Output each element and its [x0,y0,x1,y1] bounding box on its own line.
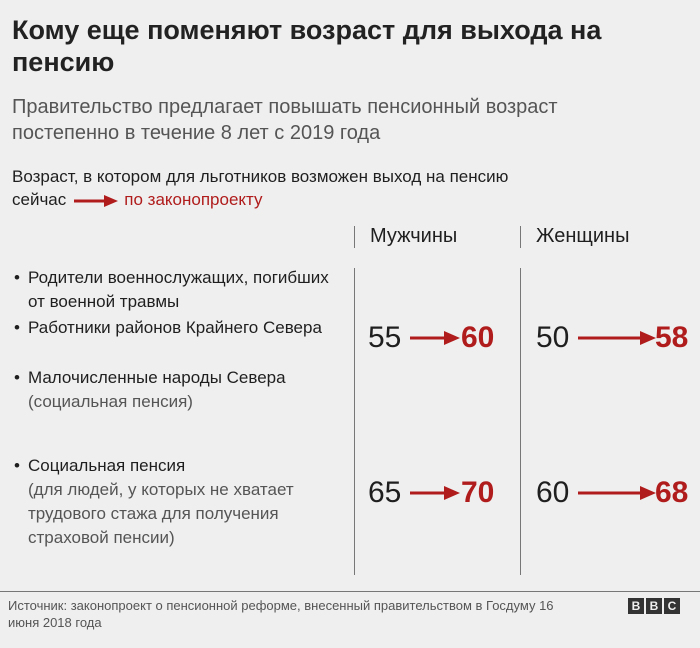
column-divider-women-header [520,226,521,248]
page-title: Кому еще поменяют возраст для выхода на … [12,15,602,77]
source-note: Источник: законопроект о пенсионной рефо… [8,598,554,630]
logo-letter: B [646,598,662,614]
legend-arrow-icon [74,194,119,207]
current-age-value: 55 [368,321,402,354]
list-item: • Родители военнослужащих, погибших от в… [14,266,344,314]
arrow-right-icon [578,331,656,345]
value-pair-women-group1: 50 58 [536,318,696,358]
arrow-right-icon [410,331,460,345]
value-pair-men-group2: 65 70 [368,473,508,513]
bullet-icon: • [14,368,20,387]
proposed-age-value: 70 [461,476,495,509]
current-age-value: 60 [536,476,570,509]
bullet-icon: • [14,456,20,475]
proposed-age-value: 60 [461,321,495,354]
list-item-title: Социальная пенсия [28,456,186,475]
proposed-age-value: 68 [655,476,689,509]
arrow-right-icon [578,486,656,500]
list-item: • Малочисленные народы Севера (социальна… [14,366,354,414]
value-pair-men-group1: 55 60 [368,318,508,358]
current-age-value: 65 [368,476,402,509]
list-item-note: (социальная пенсия) [28,392,193,411]
logo-letter: C [664,598,680,614]
list-item-title: Родители военнослужащих, погибших от вое… [28,268,329,311]
column-divider-women [520,268,521,575]
column-header-men: Мужчины [370,225,458,247]
list-item-title: Малочисленные народы Севера [28,368,286,387]
logo-letter: B [628,598,644,614]
legend-description: Возраст, в котором для льготников возмож… [12,167,509,186]
bullet-icon: • [14,318,20,337]
bbc-logo: B B C [628,598,680,614]
footer-divider [0,591,700,592]
legend-bill-label: по законопроекту [124,190,263,209]
proposed-age-value: 58 [655,321,689,354]
current-age-value: 50 [536,321,570,354]
list-item: • Работники районов Крайнего Севера [14,316,344,340]
legend: Возраст, в котором для льготников возмож… [12,165,672,211]
arrow-right-icon [410,486,460,500]
column-divider-men-header [354,226,355,248]
list-item-title: Работники районов Крайнего Севера [28,318,322,337]
page-subtitle: Правительство предлагает повышать пенсио… [12,96,558,144]
value-pair-women-group2: 60 68 [536,473,696,513]
bullet-icon: • [14,268,20,287]
legend-now-label: сейчас [12,190,67,209]
column-divider-men [354,268,355,575]
list-item: • Социальная пенсия (для людей, у которы… [14,454,324,550]
column-header-women: Женщины [536,225,630,247]
list-item-note: (для людей, у которых не хватает трудово… [28,480,294,547]
